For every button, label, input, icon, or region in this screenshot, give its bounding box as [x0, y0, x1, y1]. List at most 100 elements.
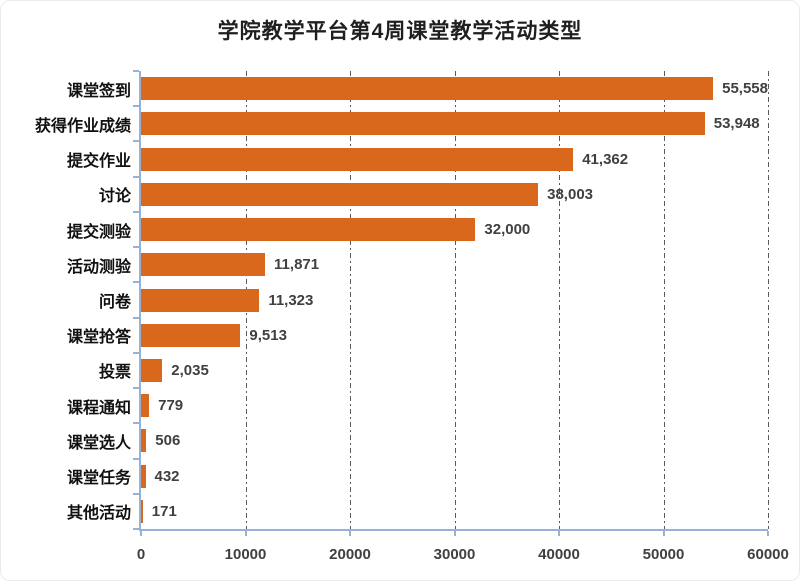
x-axis-tick — [349, 531, 351, 536]
bar — [141, 218, 476, 242]
gridline — [350, 71, 351, 529]
category-row: 课堂任务 — [1, 459, 131, 494]
bars-column: 55,558 53,948 41,362 38,003 32,000 11,871 11,3… — [141, 71, 768, 529]
value-label: 11,323 — [268, 291, 314, 309]
x-axis-tick — [244, 531, 247, 536]
plot-area: 55,558 53,948 41,362 38,003 32,000 11,871 11,3… — [133, 70, 789, 563]
y-axis-tick — [133, 175, 139, 178]
gridline — [454, 71, 456, 529]
y-axis-tick — [133, 210, 139, 213]
bar — [141, 288, 260, 312]
bar-row: 41,362 — [141, 141, 768, 176]
y-axis-tick — [133, 351, 139, 354]
category-label: 获得作业成绩 — [34, 117, 131, 135]
bar — [141, 429, 147, 453]
x-axis-tick — [662, 531, 665, 536]
value-label: 779 — [158, 397, 184, 415]
value-label: 53,948 — [713, 115, 760, 133]
category-row: 问卷 — [1, 282, 131, 317]
x-tick-label: 40000 — [538, 546, 580, 563]
value-label: 41,362 — [582, 150, 629, 168]
y-axis-tick — [133, 140, 139, 143]
y-axis-tick — [133, 70, 139, 72]
value-label: 432 — [154, 467, 180, 485]
bar-row: 32,000 — [141, 212, 768, 247]
x-tick-label: 30000 — [433, 546, 476, 563]
bar-row: 53,948 — [141, 106, 768, 141]
bar — [141, 253, 266, 277]
x-tick-label: 60000 — [747, 546, 789, 563]
x-axis-tick — [767, 531, 769, 536]
y-axis-tick — [133, 105, 139, 108]
bar-row: 779 — [141, 388, 768, 423]
bar — [141, 112, 705, 136]
chart-title: 学院教学平台第4周课堂教学活动类型 — [217, 20, 583, 43]
bar — [141, 182, 539, 206]
value-label: 32,000 — [484, 221, 531, 239]
bar-row: 38,003 — [141, 177, 768, 212]
bar — [141, 499, 143, 523]
bar — [141, 394, 150, 418]
bar — [141, 147, 574, 171]
category-row: 提交作业 — [1, 141, 131, 176]
category-axis-labels: 课堂签到获得作业成绩提交作业讨论提交测验活动测验问卷课堂抢答投票课程通知课堂选人… — [1, 71, 131, 529]
bar — [141, 323, 241, 347]
category-label: 活动测验 — [66, 258, 131, 276]
value-label: 38,003 — [547, 185, 594, 203]
bar-row: 11,323 — [141, 282, 768, 317]
category-label: 课堂签到 — [66, 82, 131, 100]
category-label: 提交测验 — [66, 223, 131, 241]
value-label: 55,558 — [722, 80, 768, 98]
category-row: 获得作业成绩 — [1, 106, 131, 141]
category-row: 课堂签到 — [1, 71, 131, 106]
bar-row: 2,035 — [141, 353, 768, 388]
y-axis-tick — [133, 492, 139, 495]
bar — [141, 77, 714, 101]
category-label: 课堂选人 — [66, 434, 131, 452]
bar-row: 171 — [141, 494, 768, 529]
y-axis-tick — [133, 246, 139, 249]
category-row: 其他活动 — [1, 494, 131, 529]
category-label: 课程通知 — [66, 399, 131, 417]
bar-row: 432 — [141, 459, 768, 494]
category-row: 讨论 — [1, 177, 131, 212]
category-label: 讨论 — [98, 188, 131, 206]
x-tick-label: 20000 — [329, 546, 371, 563]
bar-row: 506 — [141, 423, 768, 458]
gridline — [768, 71, 769, 529]
x-tick-label: 10000 — [224, 546, 267, 563]
value-label: 11,871 — [274, 256, 320, 274]
category-row: 课堂抢答 — [1, 318, 131, 353]
category-label: 提交作业 — [66, 153, 131, 171]
category-row: 投票 — [1, 353, 131, 388]
y-axis-tick — [133, 316, 139, 319]
x-tick-label: 50000 — [642, 546, 685, 563]
y-axis-tick — [133, 281, 139, 284]
bar — [141, 464, 146, 488]
gridline — [663, 71, 665, 529]
x-axis-tick — [558, 531, 560, 536]
y-axis-tick — [133, 387, 139, 390]
category-row: 提交测验 — [1, 212, 131, 247]
category-label: 课堂任务 — [66, 470, 131, 488]
category-row: 课程通知 — [1, 388, 131, 423]
x-tick-label: 0 — [136, 546, 146, 563]
y-axis-tick — [133, 422, 139, 425]
bar-row: 9,513 — [141, 318, 768, 353]
y-axis-tick — [133, 528, 139, 530]
category-label: 课堂抢答 — [66, 329, 131, 347]
category-label: 投票 — [98, 364, 131, 382]
bar — [141, 358, 163, 382]
category-label: 问卷 — [98, 294, 131, 312]
category-row: 课堂选人 — [1, 423, 131, 458]
bar-row: 11,871 — [141, 247, 768, 282]
x-axis-tick — [453, 531, 456, 536]
value-label: 9,513 — [249, 326, 287, 344]
value-label: 171 — [151, 502, 177, 520]
bar-row: 55,558 — [141, 71, 768, 106]
gridline — [559, 71, 560, 529]
category-row: 活动测验 — [1, 247, 131, 282]
x-axis-tick — [140, 531, 142, 536]
y-axis-tick — [133, 457, 139, 460]
